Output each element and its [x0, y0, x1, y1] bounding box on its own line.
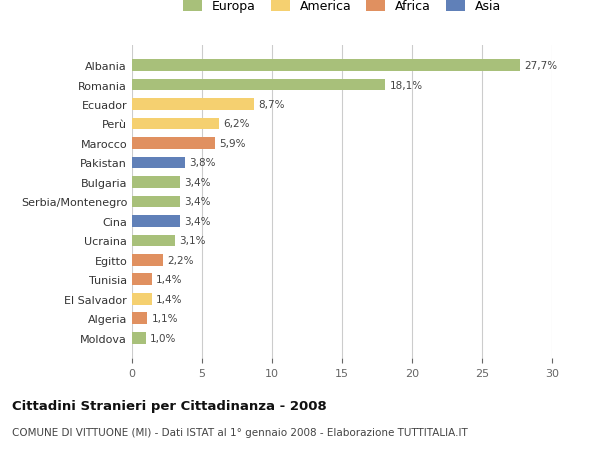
Text: COMUNE DI VITTUONE (MI) - Dati ISTAT al 1° gennaio 2008 - Elaborazione TUTTITALI: COMUNE DI VITTUONE (MI) - Dati ISTAT al …	[12, 427, 468, 437]
Bar	[132, 60, 520, 72]
Text: 1,4%: 1,4%	[156, 274, 182, 285]
Text: 1,0%: 1,0%	[150, 333, 176, 343]
Bar	[132, 254, 163, 266]
Text: 3,8%: 3,8%	[190, 158, 216, 168]
Bar	[132, 196, 179, 208]
Text: Cittadini Stranieri per Cittadinanza - 2008: Cittadini Stranieri per Cittadinanza - 2…	[12, 399, 327, 412]
Bar	[132, 177, 179, 188]
Bar	[132, 118, 219, 130]
Text: 3,4%: 3,4%	[184, 216, 211, 226]
Bar	[132, 157, 185, 169]
Bar	[132, 313, 148, 325]
Text: 3,4%: 3,4%	[184, 197, 211, 207]
Text: 27,7%: 27,7%	[524, 61, 557, 71]
Text: 3,4%: 3,4%	[184, 178, 211, 188]
Text: 18,1%: 18,1%	[389, 80, 423, 90]
Text: 5,9%: 5,9%	[219, 139, 245, 149]
Legend: Europa, America, Africa, Asia: Europa, America, Africa, Asia	[183, 0, 501, 13]
Bar	[132, 216, 179, 227]
Bar	[132, 235, 175, 246]
Text: 3,1%: 3,1%	[179, 236, 206, 246]
Text: 1,1%: 1,1%	[152, 313, 178, 324]
Bar	[132, 274, 152, 285]
Text: 6,2%: 6,2%	[223, 119, 250, 129]
Text: 8,7%: 8,7%	[258, 100, 284, 110]
Bar	[132, 293, 152, 305]
Bar	[132, 332, 146, 344]
Bar	[132, 79, 385, 91]
Bar	[132, 99, 254, 111]
Text: 1,4%: 1,4%	[156, 294, 182, 304]
Bar	[132, 138, 215, 150]
Text: 2,2%: 2,2%	[167, 255, 193, 265]
